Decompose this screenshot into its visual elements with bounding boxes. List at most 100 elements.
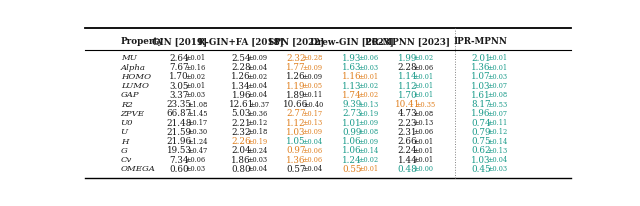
Text: 0.74: 0.74 (471, 118, 491, 127)
Text: ±0.37: ±0.37 (249, 100, 269, 108)
Text: ±0.01: ±0.01 (414, 73, 434, 80)
Text: 1.03: 1.03 (286, 127, 305, 136)
Text: 1.96: 1.96 (471, 109, 490, 118)
Text: ±0.09: ±0.09 (302, 73, 323, 80)
Text: ±0.05: ±0.05 (302, 82, 323, 90)
Text: ±0.24: ±0.24 (248, 146, 268, 154)
Text: 10.41: 10.41 (395, 99, 420, 109)
Text: 9.39: 9.39 (342, 99, 362, 109)
Text: ±0.03: ±0.03 (248, 155, 268, 163)
Text: ±0.01: ±0.01 (414, 82, 434, 90)
Text: 1.89: 1.89 (286, 90, 305, 99)
Text: 3.37: 3.37 (170, 90, 189, 99)
Text: 1.61: 1.61 (471, 90, 491, 99)
Text: 0.45: 0.45 (471, 164, 491, 173)
Text: 1.07: 1.07 (471, 72, 491, 81)
Text: 2.21: 2.21 (232, 118, 251, 127)
Text: 66.87: 66.87 (166, 109, 192, 118)
Text: ±0.02: ±0.02 (186, 73, 205, 80)
Text: PR-MPNN [2023]: PR-MPNN [2023] (365, 37, 450, 46)
Text: ±0.03: ±0.03 (358, 63, 378, 71)
Text: ±0.53: ±0.53 (487, 100, 508, 108)
Text: ±0.00: ±0.00 (414, 164, 434, 172)
Text: ±0.02: ±0.02 (248, 73, 268, 80)
Text: ±0.19: ±0.19 (358, 109, 378, 117)
Text: 1.06: 1.06 (342, 136, 362, 145)
Text: ±0.09: ±0.09 (302, 63, 323, 71)
Text: 2.32: 2.32 (286, 54, 305, 62)
Text: 1.13: 1.13 (342, 81, 362, 90)
Text: 0.48: 0.48 (397, 164, 417, 173)
Text: 1.06: 1.06 (342, 146, 362, 154)
Text: 0.80: 0.80 (232, 164, 251, 173)
Text: 1.86: 1.86 (232, 155, 251, 164)
Text: ±0.08: ±0.08 (358, 128, 378, 136)
Text: ±0.09: ±0.09 (302, 128, 323, 136)
Text: ±0.08: ±0.08 (414, 109, 434, 117)
Text: ±0.01: ±0.01 (487, 54, 508, 62)
Text: 1.12: 1.12 (286, 118, 305, 127)
Text: 1.01: 1.01 (342, 118, 362, 127)
Text: ±0.09: ±0.09 (358, 118, 378, 126)
Text: ±0.08: ±0.08 (487, 91, 508, 99)
Text: ±1.45: ±1.45 (187, 109, 207, 117)
Text: ±0.09: ±0.09 (358, 137, 378, 145)
Text: 1.19: 1.19 (286, 81, 305, 90)
Text: SPN [2022]: SPN [2022] (268, 37, 324, 46)
Text: 0.55: 0.55 (342, 164, 362, 173)
Text: 2.28: 2.28 (232, 63, 251, 72)
Text: ±0.01: ±0.01 (358, 73, 378, 80)
Text: ±0.14: ±0.14 (487, 137, 508, 145)
Text: 2.23: 2.23 (397, 118, 417, 127)
Text: 2.28: 2.28 (397, 63, 417, 72)
Text: ±0.13: ±0.13 (358, 100, 378, 108)
Text: ±0.12: ±0.12 (248, 118, 268, 126)
Text: ±0.02: ±0.02 (358, 155, 378, 163)
Text: H: H (121, 137, 128, 145)
Text: 7.34: 7.34 (170, 155, 189, 164)
Text: ±0.01: ±0.01 (487, 63, 508, 71)
Text: 3.05: 3.05 (170, 81, 189, 90)
Text: ±0.16: ±0.16 (186, 63, 206, 71)
Text: ±0.19: ±0.19 (248, 137, 268, 145)
Text: 2.73: 2.73 (342, 109, 362, 118)
Text: 2.32: 2.32 (232, 127, 251, 136)
Text: 1.34: 1.34 (232, 81, 251, 90)
Text: ±0.47: ±0.47 (187, 146, 207, 154)
Text: 0.79: 0.79 (471, 127, 490, 136)
Text: Drew-GIN [2023]: Drew-GIN [2023] (310, 37, 394, 46)
Text: 8.17: 8.17 (471, 99, 491, 109)
Text: 1.36: 1.36 (471, 63, 490, 72)
Text: ±0.13: ±0.13 (487, 146, 508, 154)
Text: U0: U0 (121, 118, 133, 126)
Text: ±0.04: ±0.04 (248, 91, 268, 99)
Text: 7.67: 7.67 (170, 63, 189, 72)
Text: HOMO: HOMO (121, 73, 151, 80)
Text: 21.96: 21.96 (166, 136, 192, 145)
Text: ±0.06: ±0.06 (302, 155, 323, 163)
Text: ±0.04: ±0.04 (248, 82, 268, 90)
Text: 1.70: 1.70 (397, 90, 417, 99)
Text: ±0.13: ±0.13 (302, 118, 323, 126)
Text: ±0.30: ±0.30 (187, 128, 207, 136)
Text: ±0.18: ±0.18 (248, 128, 268, 136)
Text: ±0.04: ±0.04 (302, 137, 323, 145)
Text: OMEGA: OMEGA (121, 164, 156, 172)
Text: R-GIN+FA [2018]: R-GIN+FA [2018] (198, 37, 284, 46)
Text: 1.26: 1.26 (286, 72, 305, 81)
Text: 0.99: 0.99 (342, 127, 362, 136)
Text: Alpha: Alpha (121, 63, 146, 71)
Text: 19.53: 19.53 (167, 146, 191, 154)
Text: ±0.11: ±0.11 (487, 118, 508, 126)
Text: 1.63: 1.63 (342, 63, 362, 72)
Text: 0.62: 0.62 (471, 146, 491, 154)
Text: LUMO: LUMO (121, 82, 148, 90)
Text: GIN [2019]: GIN [2019] (152, 37, 207, 46)
Text: ±0.35: ±0.35 (415, 100, 436, 108)
Text: Property: Property (121, 37, 163, 46)
Text: 2.26: 2.26 (232, 136, 251, 145)
Text: U: U (121, 128, 128, 136)
Text: 23.35: 23.35 (167, 99, 191, 109)
Text: 1.36: 1.36 (286, 155, 305, 164)
Text: 2.77: 2.77 (286, 109, 305, 118)
